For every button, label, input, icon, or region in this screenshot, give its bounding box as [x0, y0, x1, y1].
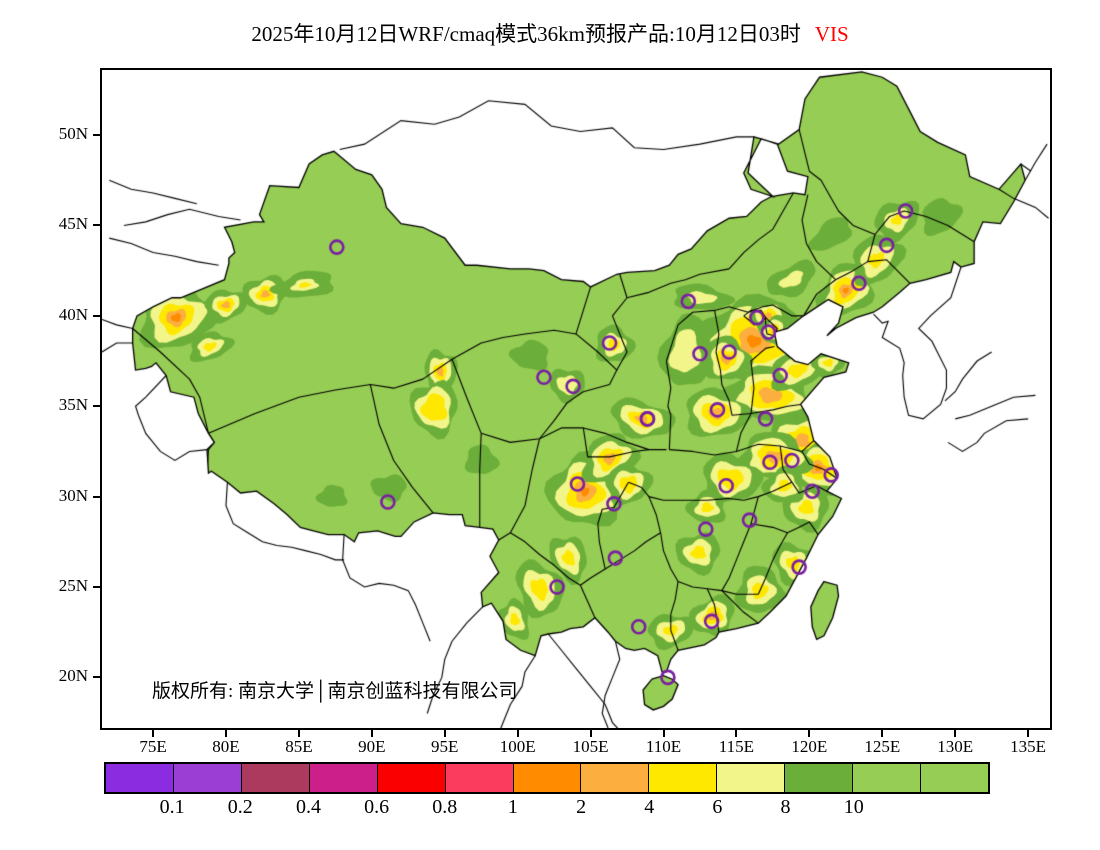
- map-plot-area[interactable]: [100, 68, 1052, 730]
- lon-tick-label: 95E: [431, 737, 459, 756]
- lon-tick: [516, 730, 519, 737]
- lon-tick: [224, 730, 227, 737]
- colorbar-segment-1[interactable]: [173, 764, 242, 792]
- colorbar[interactable]: [104, 762, 990, 794]
- lon-tick-label: 125E: [864, 737, 901, 756]
- lon-tick-label: 120E: [791, 737, 828, 756]
- lon-tick-label: 80E: [212, 737, 240, 756]
- lon-tick-label: 75E: [139, 737, 167, 756]
- colorbar-segment-10[interactable]: [785, 764, 854, 792]
- lon-tick-label: 90E: [358, 737, 386, 756]
- colorbar-segment-9[interactable]: [717, 764, 786, 792]
- lat-tick-label: 50N: [58, 124, 88, 144]
- colorbar-segment-2[interactable]: [241, 764, 310, 792]
- lon-tick: [370, 730, 373, 737]
- lon-tick: [443, 730, 446, 737]
- colorbar-segments[interactable]: [104, 762, 990, 794]
- colorbar-tick-0.8: 0.8: [432, 796, 458, 818]
- lon-tick: [735, 730, 738, 737]
- lon-tick: [1027, 730, 1030, 737]
- lat-tick-label: 20N: [58, 666, 88, 686]
- chart-title: 2025年10月12日WRF/cmaq模式36km预报产品:10月12日03时 V…: [0, 18, 1100, 48]
- lon-tick: [297, 730, 300, 737]
- lat-tick-label: 35N: [58, 395, 88, 415]
- colorbar-tick-4: 4: [644, 796, 655, 818]
- lat-tick-label: 40N: [58, 304, 88, 324]
- lon-tick: [808, 730, 811, 737]
- colorbar-segment-11[interactable]: [853, 764, 922, 792]
- lat-tick: [93, 586, 100, 588]
- lon-tick-label: 130E: [937, 737, 974, 756]
- lat-tick-label: 25N: [58, 576, 88, 595]
- lat-tick: [93, 676, 100, 679]
- title-text: 2025年10月12日WRF/cmaq模式36km预报产品:10月12日03时: [251, 22, 801, 46]
- lon-tick-label: 100E: [499, 737, 536, 756]
- colorbar-segment-5[interactable]: [445, 764, 514, 792]
- visibility-contour-map: [102, 70, 1050, 728]
- lat-tick: [93, 224, 100, 227]
- lon-tick: [662, 730, 665, 737]
- colorbar-tick-labels: 0.1 0.2 0.4 0.6 0.8 1 2 4 6 8 10: [0, 796, 1100, 826]
- lon-tick: [954, 730, 957, 737]
- lon-tick-label: 105E: [572, 737, 609, 756]
- colorbar-tick-2: 2: [576, 796, 587, 818]
- lon-tick: [152, 730, 155, 737]
- lat-tick: [93, 134, 100, 137]
- lat-tick: [93, 495, 100, 498]
- lon-tick-label: 115E: [718, 737, 755, 756]
- colorbar-segment-7[interactable]: [581, 764, 650, 792]
- colorbar-tick-6: 6: [712, 796, 723, 818]
- lat-tick: [93, 314, 100, 317]
- colorbar-tick-0.2: 0.2: [227, 796, 253, 818]
- lon-tick-label: 135E: [1010, 737, 1047, 756]
- lon-tick: [589, 730, 592, 737]
- colorbar-tick-0.4: 0.4: [295, 796, 321, 818]
- lat-tick: [93, 405, 100, 408]
- lon-tick-label: 110E: [645, 737, 682, 756]
- colorbar-segment-6[interactable]: [513, 764, 582, 792]
- colorbar-segment-12[interactable]: [921, 764, 988, 792]
- colorbar-tick-0.6: 0.6: [364, 796, 390, 818]
- lat-tick-label: 45N: [58, 214, 88, 234]
- colorbar-segment-4[interactable]: [377, 764, 446, 792]
- colorbar-segment-0[interactable]: [106, 764, 174, 792]
- lat-tick-label: 30N: [58, 485, 88, 505]
- colorbar-tick-1: 1: [507, 796, 518, 818]
- colorbar-segment-3[interactable]: [309, 764, 378, 792]
- lon-tick-label: 85E: [285, 737, 313, 756]
- lon-tick: [881, 730, 884, 737]
- colorbar-tick-0.1: 0.1: [159, 796, 185, 818]
- colorbar-tick-10: 10: [843, 796, 864, 818]
- colorbar-segment-8[interactable]: [649, 764, 718, 792]
- colorbar-tick-8: 8: [780, 796, 791, 818]
- copyright-notice: 版权所有: 南京大学│南京创蓝科技有限公司: [152, 681, 518, 702]
- title-variable: VIS: [814, 22, 849, 46]
